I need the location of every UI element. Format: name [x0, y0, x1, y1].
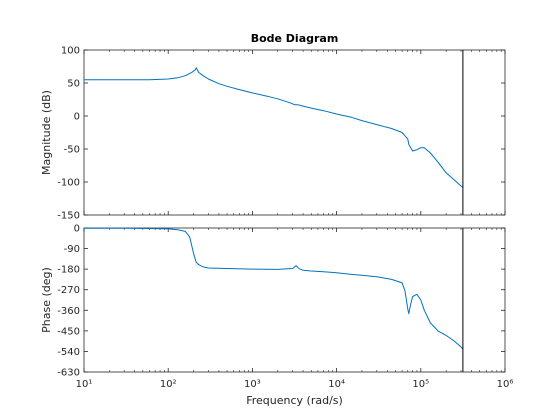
phase-y-tick-label: -540 [57, 347, 80, 358]
phase-curve [84, 227, 464, 350]
magnitude-axes-box [83, 49, 506, 216]
magnitude-plot: 100 50 0 -50 -100 -150 Magnitude (dB) [40, 46, 506, 222]
phase-y-tick-label: -270 [57, 285, 80, 296]
magnitude-ticks: 100 50 0 -50 -100 -150 [57, 46, 506, 222]
phase-y-tick-label: -360 [57, 306, 80, 317]
magnitude-curve [84, 67, 464, 188]
magnitude-y-tick-label: -150 [57, 211, 80, 222]
x-axis-label: Frequency (rad/s) [246, 394, 343, 407]
x-tick-label: 10⁶ [497, 379, 514, 390]
phase-y-label: Phase (deg) [40, 267, 53, 333]
phase-curve-group [84, 227, 464, 372]
x-tick-label: 10² [160, 379, 177, 390]
phase-y-tick-label: -90 [64, 244, 80, 255]
magnitude-y-tick-label: 50 [67, 79, 80, 90]
x-tick-label: 10³ [244, 379, 261, 390]
magnitude-y-tick-label: 0 [74, 112, 80, 123]
x-tick-label: 10⁵ [412, 379, 429, 390]
magnitude-y-tick-label: 100 [61, 46, 80, 57]
x-tick-label: 10⁴ [328, 379, 345, 390]
x-tick-label: 10¹ [76, 379, 93, 390]
magnitude-curve-group [84, 50, 464, 215]
magnitude-y-label: Magnitude (dB) [40, 90, 53, 175]
chart-title: Bode Diagram [251, 32, 339, 45]
phase-y-tick-label: -450 [57, 326, 80, 337]
phase-y-tick-label: -630 [57, 368, 80, 379]
magnitude-y-tick-label: -100 [57, 178, 80, 189]
phase-y-tick-label: 0 [74, 224, 80, 235]
phase-axes-box [83, 227, 506, 373]
phase-y-tick-label: -180 [57, 265, 80, 276]
magnitude-y-tick-label: -50 [64, 145, 80, 156]
